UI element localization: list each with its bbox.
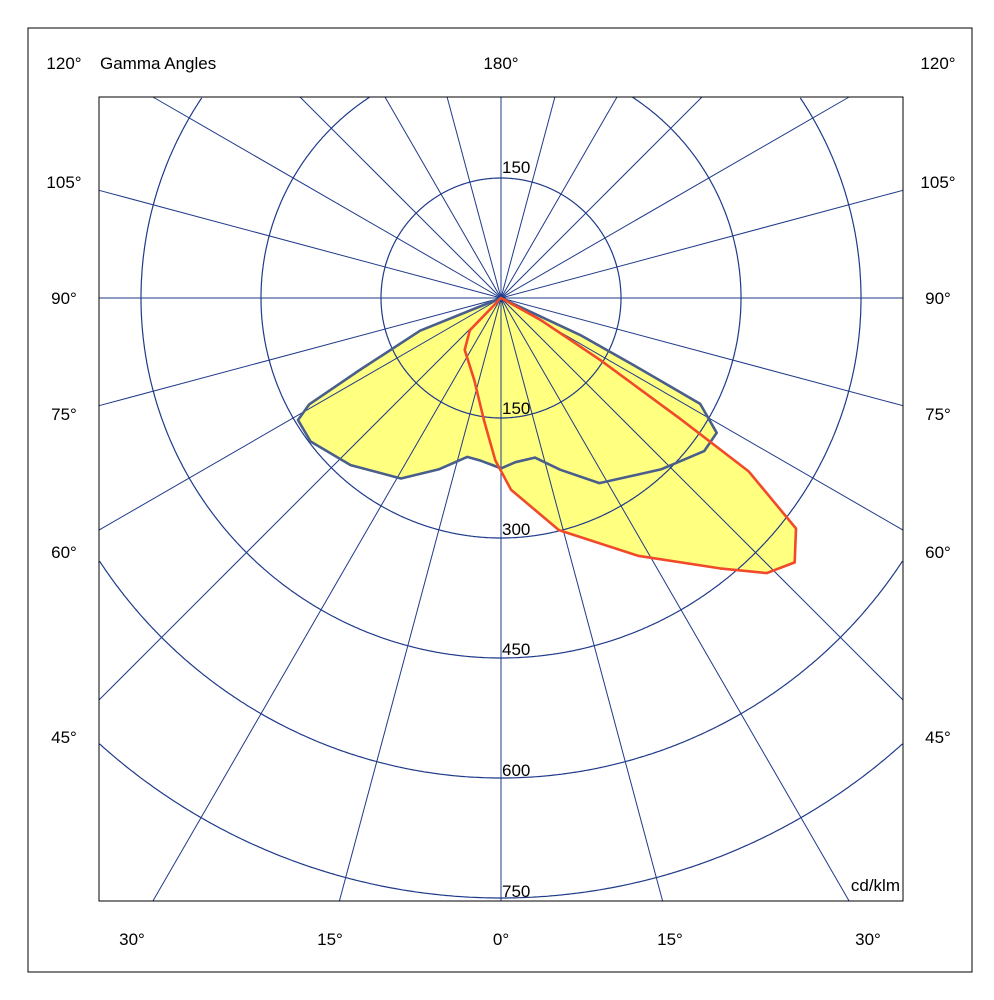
right-label-75: 75° — [925, 405, 951, 424]
left-label-120: 120° — [46, 54, 81, 73]
chart-title: Gamma Angles — [100, 54, 216, 73]
radial-line-120 — [500, 96, 850, 299]
right-label-120: 120° — [920, 54, 955, 73]
radial-line-330 — [152, 297, 502, 902]
radial-line-255 — [98, 189, 502, 299]
radial-line-345 — [338, 297, 502, 902]
series-curve-C90-C270 — [463, 296, 798, 575]
radial-line-225 — [299, 96, 502, 299]
radial-line-105 — [500, 189, 904, 299]
outer-frame — [27, 27, 973, 973]
series-fill-C90-C270 — [464, 298, 796, 574]
unit-label: cd/klm — [851, 876, 900, 895]
radial-line-240 — [152, 96, 502, 299]
radial-line-315 — [98, 297, 502, 701]
radial-line-285 — [98, 297, 502, 407]
right-label-105: 105° — [920, 173, 955, 192]
grid-circle-300 — [260, 96, 742, 539]
bottom-label-30-left: 30° — [119, 930, 145, 949]
radial-tick-150-top: 150 — [502, 158, 530, 177]
bottom-label-0: 0° — [493, 930, 509, 949]
radial-line-210 — [384, 96, 502, 299]
right-label-90: 90° — [925, 289, 951, 308]
plot-frame — [98, 96, 904, 902]
radial-tick-600: 600 — [502, 761, 530, 780]
radial-line-135 — [500, 96, 703, 299]
radial-line-45 — [500, 297, 904, 701]
left-label-90: 90° — [51, 289, 77, 308]
left-label-105: 105° — [46, 173, 81, 192]
radial-line-15 — [500, 297, 664, 902]
radial-line-300 — [98, 297, 502, 531]
bottom-label-15-left: 15° — [317, 930, 343, 949]
series-curve-C0-C180 — [296, 296, 719, 485]
radial-tick-450: 450 — [502, 640, 530, 659]
radial-line-60 — [500, 297, 904, 531]
right-label-45: 45° — [925, 728, 951, 747]
radial-tick-750: 750 — [502, 882, 530, 901]
radial-tick-300: 300 — [502, 520, 530, 539]
right-label-60: 60° — [925, 543, 951, 562]
bottom-label-15-right: 15° — [657, 930, 683, 949]
bottom-label-30-right: 30° — [855, 930, 881, 949]
left-label-60: 60° — [51, 543, 77, 562]
left-label-45: 45° — [51, 728, 77, 747]
radial-line-30 — [500, 297, 850, 902]
radial-tick-150: 150 — [502, 399, 530, 418]
radial-line-150 — [500, 96, 618, 299]
left-label-75: 75° — [51, 405, 77, 424]
grid-circle-450 — [140, 97, 862, 659]
radial-line-75 — [500, 297, 904, 407]
radial-line-195 — [446, 96, 502, 299]
top-angle-label: 180° — [483, 54, 518, 73]
radial-line-165 — [500, 96, 556, 299]
